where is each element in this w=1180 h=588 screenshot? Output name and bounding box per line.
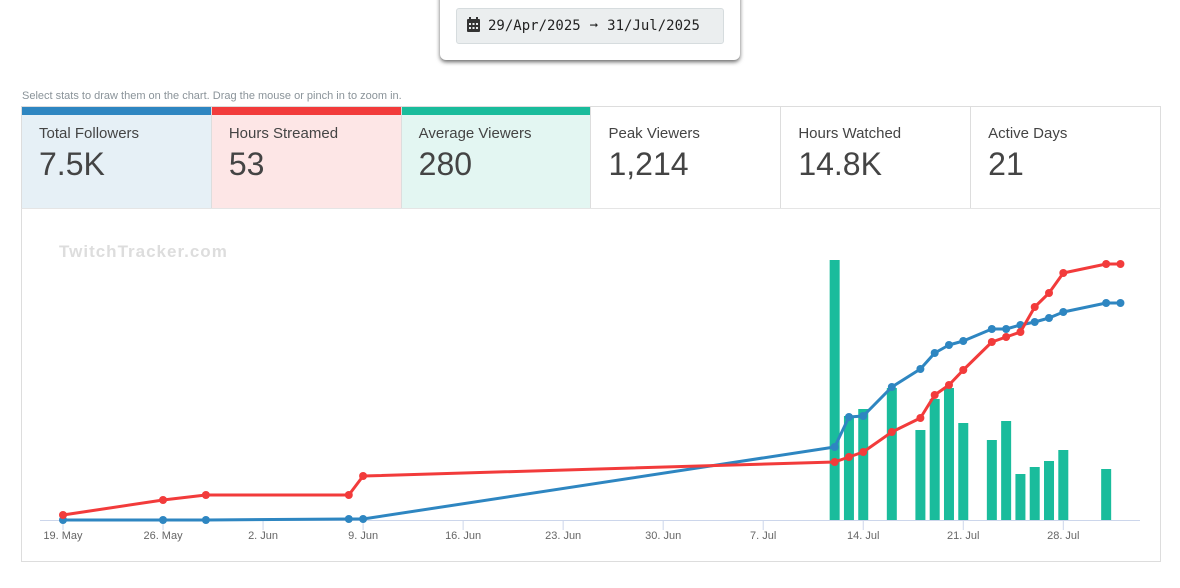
date-range-popup: 29/Apr/2025 ➞ 31/Jul/2025 [440,0,740,60]
point-total-followers [1045,314,1054,322]
chart-svg[interactable]: TwitchTracker.com 19. May 26. May 2. Jun 9. … [22,209,1160,561]
point-hours-streamed [930,391,939,399]
watermark: TwitchTracker.com [59,242,228,261]
point-total-followers [159,516,168,524]
point-total-followers [359,515,368,523]
point-total-followers [830,443,839,451]
stat-active-days[interactable]: Active Days 21 [971,107,1160,209]
point-hours-streamed [1102,260,1111,268]
point-total-followers [1030,318,1039,326]
stat-value: 280 [418,146,473,182]
point-total-followers [930,349,939,357]
x-tick-label: 9. Jun [348,530,378,542]
x-tick-label: 14. Jul [847,530,879,542]
point-hours-streamed [944,381,953,389]
arrow-right-icon: ➞ [589,18,599,34]
point-hours-streamed [59,511,67,519]
stat-label: Total Followers [39,125,140,142]
point-hours-streamed [1059,269,1068,277]
bar-average-viewers [1044,461,1055,520]
x-tick-label: 30. Jun [645,530,681,542]
bar-average-viewers [1101,469,1112,520]
point-hours-streamed [344,491,353,499]
stat-value: 21 [988,146,1024,182]
point-total-followers [859,412,868,420]
stat-label: Peak Viewers [608,125,700,142]
start-date: 29/Apr/2025 [488,18,581,34]
chart-hint: Select stats to draw them on the chart. … [22,90,402,102]
point-hours-streamed [159,496,168,504]
stat-selected-bar [211,107,401,115]
point-total-followers [1116,299,1125,307]
stat-label: Active Days [988,125,1068,142]
bar-average-viewers [1058,450,1069,520]
x-tick-label: 21. Jul [947,530,979,542]
bar-average-viewers [943,388,954,520]
stat-label: Hours Streamed [228,125,339,142]
stat-value: 14.8K [798,146,882,182]
point-total-followers [844,413,853,421]
calendar-icon [467,16,480,36]
x-tick-label: 23. Jun [545,530,581,542]
stat-selected-bar [401,107,591,115]
x-tick-label: 26. May [143,530,183,542]
point-total-followers [959,337,968,345]
stat-hours-watched[interactable]: Hours Watched 14.8K [781,107,972,209]
chart[interactable]: TwitchTracker.com 19. May 26. May 2. Jun 9. … [21,208,1161,562]
bar-average-viewers [1029,467,1040,520]
point-hours-streamed [830,458,839,466]
bar-average-viewers [843,416,854,520]
point-hours-streamed [1002,333,1011,341]
bar-average-viewers [858,409,869,520]
point-total-followers [944,341,953,349]
date-range-picker[interactable]: 29/Apr/2025 ➞ 31/Jul/2025 [456,8,724,44]
point-hours-streamed [887,428,896,436]
stat-label: Hours Watched [798,125,902,142]
stat-average-viewers[interactable]: Average Viewers 280 [401,107,592,209]
bar-average-viewers [986,440,997,520]
bar-average-viewers [886,388,897,520]
stat-value: 7.5K [39,146,105,182]
point-hours-streamed [916,414,925,422]
stat-value: 53 [228,146,265,182]
point-hours-streamed [1016,328,1025,336]
point-total-followers [1059,308,1068,316]
point-hours-streamed [1045,289,1054,297]
x-tick-label: 7. Jul [750,530,776,542]
bar-average-viewers [929,399,940,520]
point-total-followers [987,325,996,333]
stat-total-followers[interactable]: Total Followers 7.5K [22,107,212,209]
bar-average-viewers [829,260,840,520]
point-hours-streamed [1116,260,1125,268]
point-hours-streamed [859,448,868,456]
point-total-followers [1102,299,1111,307]
point-hours-streamed [1030,303,1039,311]
stat-value: 1,214 [608,146,689,182]
bar-average-viewers [958,423,969,520]
point-hours-streamed [987,338,996,346]
x-tick-label: 19. May [43,530,83,542]
point-total-followers [1002,325,1011,333]
point-total-followers [201,516,210,524]
point-hours-streamed [844,453,853,461]
bar-average-viewers [1015,474,1026,520]
x-tick-label: 2. Jun [248,530,278,542]
bar-average-viewers [915,430,926,520]
stat-label: Average Viewers [418,125,532,142]
stat-peak-viewers[interactable]: Peak Viewers 1,214 [591,107,782,209]
point-hours-streamed [359,472,368,480]
stat-hours-streamed[interactable]: Hours Streamed 53 [211,107,402,209]
x-tick-label: 16. Jun [445,530,481,542]
x-tick-label: 28. Jul [1047,530,1079,542]
point-hours-streamed [201,491,210,499]
point-total-followers [887,383,896,391]
stats-row: Total Followers 7.5K Hours Streamed 53 Avera… [21,106,1161,209]
end-date: 31/Jul/2025 [607,18,700,34]
stat-selected-bar [22,107,211,115]
bar-average-viewers [1001,421,1012,520]
point-total-followers [916,365,925,373]
point-total-followers [344,515,353,523]
point-hours-streamed [959,366,968,374]
